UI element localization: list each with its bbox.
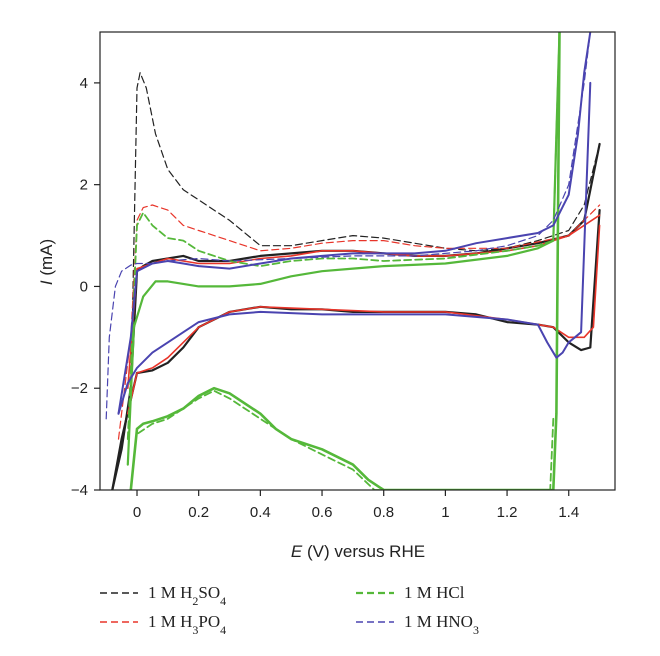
x-tick-label: 0.4 xyxy=(250,504,271,521)
x-tick-label: 0.6 xyxy=(312,504,333,521)
series-line-1 xyxy=(111,142,601,490)
series-line-8 xyxy=(129,32,561,490)
series-line-3 xyxy=(117,204,601,440)
series-line-11 xyxy=(117,32,592,415)
series-layer xyxy=(105,32,601,490)
y-tick-label: −2 xyxy=(71,380,88,397)
x-axis-ticks: 0 0.2 0.4 0.6 0.8 1 1.2 1.4 xyxy=(133,490,579,521)
y-axis-ticks: −4 −2 0 2 4 xyxy=(71,75,100,499)
x-tick-label: 1.2 xyxy=(497,504,518,521)
legend-label: 1 M HNO3 xyxy=(404,612,479,637)
series-line-0 xyxy=(130,72,601,399)
y-tick-label: 0 xyxy=(80,278,88,295)
y-tick-label: 2 xyxy=(80,177,88,194)
y-axis-label: I (mA) xyxy=(37,239,56,285)
series-line-10 xyxy=(105,32,591,420)
y-tick-label: −4 xyxy=(71,482,88,499)
series-line-6 xyxy=(126,32,561,440)
y-tick-label: 4 xyxy=(80,75,88,92)
x-tick-label: 0.8 xyxy=(373,504,394,521)
series-line-7 xyxy=(126,32,561,466)
x-tick-label: 0 xyxy=(133,504,141,521)
x-tick-label: 0.2 xyxy=(188,504,209,521)
x-tick-label: 1 xyxy=(441,504,449,521)
legend-label: 1 M HCl xyxy=(404,583,465,602)
legend: 1 M H2SO4 1 M HCl 1 M H3PO4 1 M HNO3 xyxy=(100,583,479,637)
legend-label: 1 M H2SO4 xyxy=(148,583,226,608)
plot-frame xyxy=(99,31,616,491)
series-line-12 xyxy=(117,81,592,415)
series-line-4 xyxy=(127,214,601,389)
x-tick-label: 1.4 xyxy=(558,504,579,521)
legend-label: 1 M H3PO4 xyxy=(148,612,226,637)
x-axis-label: E (V) versus RHE xyxy=(291,542,425,561)
series-line-9 xyxy=(136,389,555,490)
